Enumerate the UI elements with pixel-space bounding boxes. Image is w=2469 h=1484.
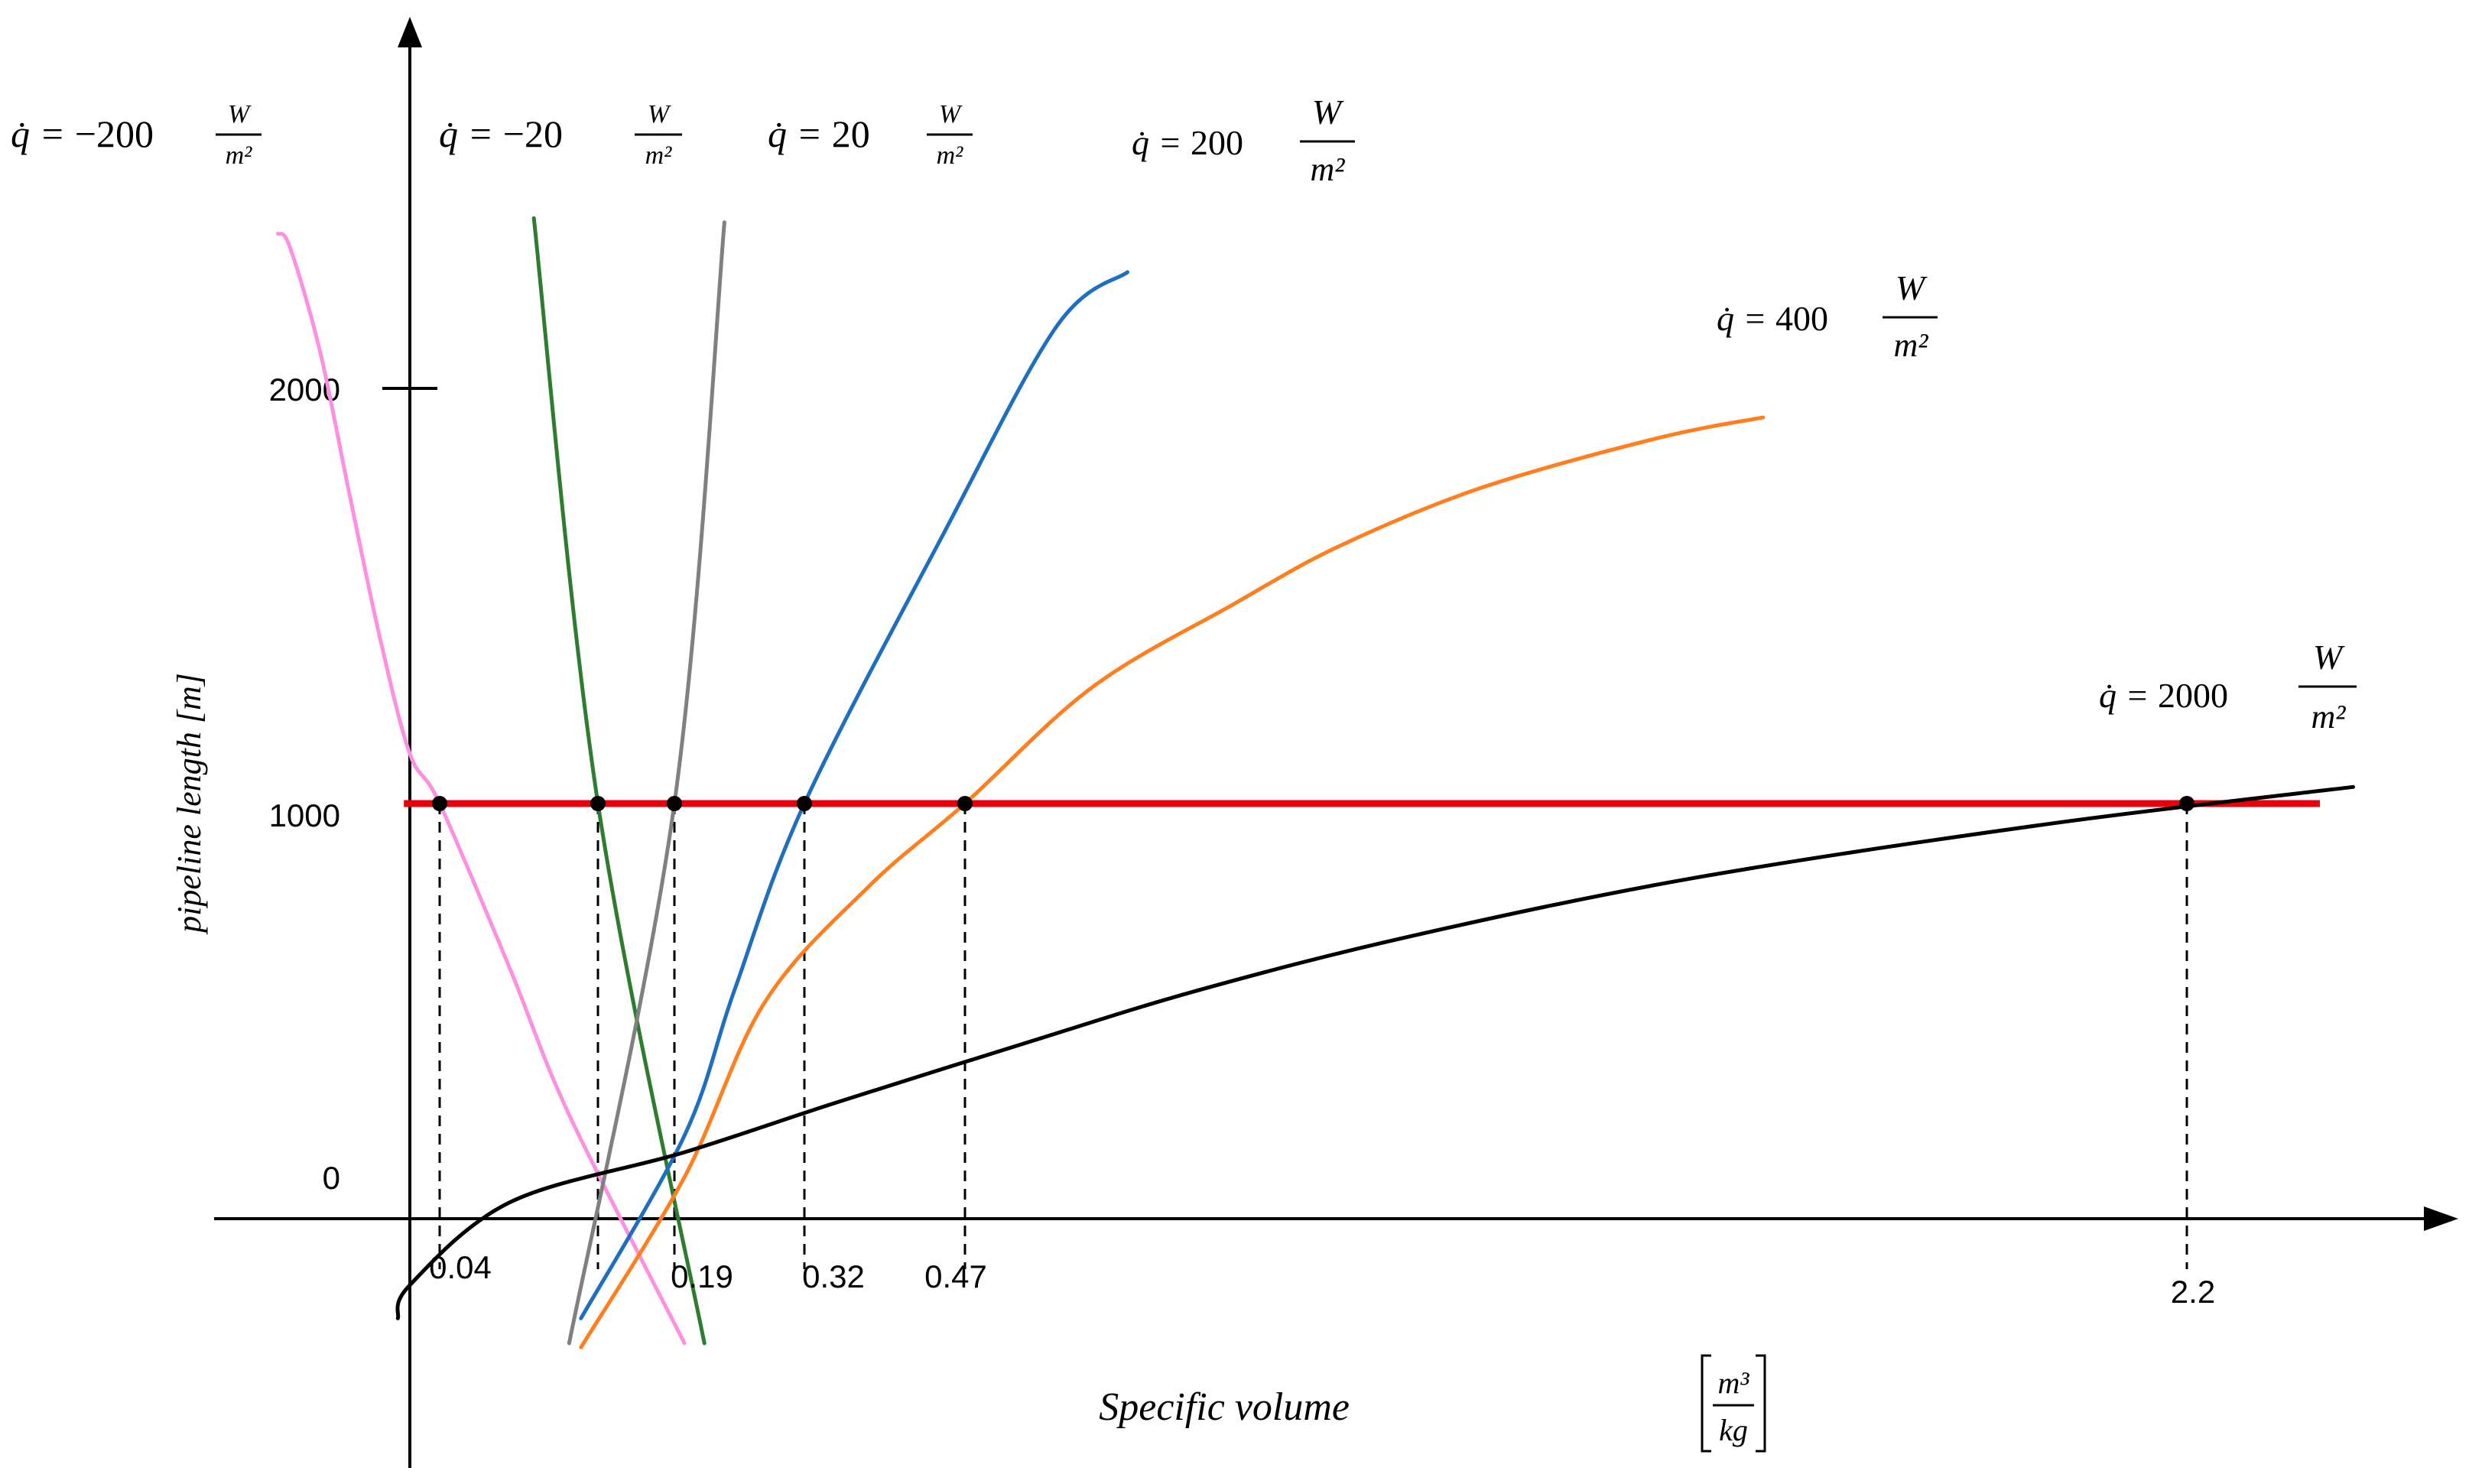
svg-text:q̇ = 200: q̇ = 200 — [1132, 123, 1243, 162]
series-group — [276, 216, 2355, 1349]
series-line-q_400 — [579, 415, 1766, 1349]
x-tick-label-0.32: 0.32 — [802, 1258, 865, 1294]
annotation-q-200-unit-den: m² — [1311, 151, 1346, 188]
series-line-q_2000 — [395, 784, 2355, 1320]
y-tick-label-1000: 1000 — [269, 797, 340, 833]
annotation-q-20: q̇ = 20 W m² — [768, 100, 973, 170]
x-tick-label-0.04: 0.04 — [429, 1249, 492, 1285]
svg-text:q̇ = 20: q̇ = 20 — [768, 112, 870, 155]
svg-text:q̇ = 2000: q̇ = 2000 — [2099, 676, 2228, 715]
annotation-q-200-prefix: q̇ = — [1132, 123, 1191, 162]
svg-text:q̇ = −20: q̇ = −20 — [439, 112, 563, 155]
annotation-q-200: q̇ = 200 W m² — [1132, 93, 1355, 188]
x-tick-labels: 0.04 0.19 0.32 0.47 2.2 — [429, 1249, 2215, 1310]
annotation-q-20-prefix: q̇ = — [768, 112, 832, 155]
annotation-q-minus-20-unit-num: W — [648, 100, 671, 128]
intersection-dot-1 — [590, 796, 606, 811]
intersection-dot-5 — [2179, 796, 2194, 811]
svg-text:q̇ = 400: q̇ = 400 — [1717, 299, 1828, 338]
annotation-q-400-unit-den: m² — [1894, 326, 1929, 364]
x-axis-label: Specific volume m³ kg — [1099, 1354, 1766, 1453]
x-axis-label-bracket-right — [1756, 1354, 1766, 1453]
x-axis-arrow — [2424, 1206, 2458, 1231]
y-tick-label-0: 0 — [323, 1160, 340, 1196]
x-tick-label-2.2: 2.2 — [2171, 1274, 2215, 1310]
drop-lines — [438, 804, 2188, 1269]
x-axis-label-unit-den: kg — [1719, 1413, 1748, 1447]
annotation-q-2000-unit-den: m² — [2311, 698, 2347, 736]
x-tick-label-0.47: 0.47 — [924, 1258, 987, 1294]
annotation-q-20-unit-den: m² — [937, 141, 964, 170]
annotation-q-minus-200-value: −200 — [75, 112, 154, 155]
annotation-q-2000-unit-num: W — [2313, 638, 2345, 677]
x-axis-label-unit-num: m³ — [1718, 1365, 1750, 1400]
annotation-q-400-value: 400 — [1775, 299, 1828, 338]
annotation-q-200-value: 200 — [1191, 123, 1243, 162]
y-axis-label: pipeline length [m] — [171, 673, 208, 935]
intersection-points — [432, 796, 2194, 811]
svg-text:q̇ = −200: q̇ = −200 — [11, 112, 154, 155]
intersection-dot-2 — [667, 796, 682, 811]
y-axis-arrow — [398, 17, 422, 47]
annotation-q-20-value: 20 — [832, 112, 870, 155]
series-line-q_m200 — [276, 232, 687, 1346]
annotation-q-minus-20-prefix: q̇ = — [439, 112, 503, 155]
y-tick-labels: 0 1000 2000 — [269, 372, 340, 1196]
annotation-q-minus-20: q̇ = −20 W m² — [439, 100, 682, 170]
annotation-q-minus-20-value: −20 — [503, 112, 563, 155]
annotation-q-2000-prefix: q̇ = — [2099, 676, 2158, 715]
annotation-q-20-unit-num: W — [939, 100, 963, 128]
series-line-q_200 — [579, 270, 1129, 1320]
x-axis-label-bracket-left — [1701, 1354, 1711, 1453]
intersection-dot-0 — [432, 796, 447, 811]
axes — [214, 17, 2458, 1468]
annotation-q-minus-20-unit-den: m² — [645, 141, 673, 170]
x-axis-label-text: Specific volume — [1099, 1385, 1350, 1429]
annotation-q-minus-200-prefix: q̇ = — [11, 112, 75, 155]
annotation-q-400-prefix: q̇ = — [1717, 299, 1775, 338]
intersection-dot-4 — [957, 796, 973, 811]
annotation-q-400: q̇ = 400 W m² — [1717, 268, 1938, 364]
x-tick-label-0.19: 0.19 — [671, 1258, 733, 1294]
annotation-q-200-unit-num: W — [1312, 93, 1344, 132]
annotation-q-minus-200-unit-den: m² — [226, 141, 253, 170]
annotation-q-2000-value: 2000 — [2158, 676, 2228, 715]
annotation-q-minus-200-unit-num: W — [228, 100, 252, 128]
annotation-q-400-unit-num: W — [1896, 268, 1928, 307]
intersection-dot-3 — [797, 796, 812, 811]
annotation-q-2000: q̇ = 2000 W m² — [2099, 638, 2357, 736]
annotation-q-minus-200: q̇ = −200 W m² — [11, 100, 262, 170]
